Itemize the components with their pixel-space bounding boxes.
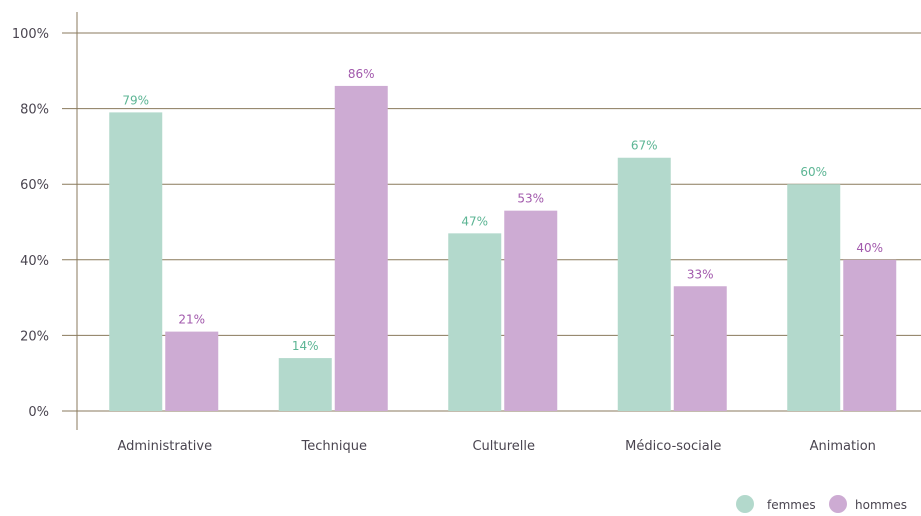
legend-swatch-femmes [736, 495, 754, 513]
value-label-hommes: 53% [517, 192, 544, 206]
bar-hommes [165, 331, 219, 411]
value-label-femmes: 60% [800, 165, 827, 179]
bar-femmes [448, 233, 502, 411]
value-label-hommes: 40% [856, 241, 883, 255]
x-tick-label: Médico-sociale [625, 439, 721, 454]
legend-label-hommes: hommes [855, 498, 907, 512]
x-axis-labels: Administrative Technique Culturelle Médico-… [117, 439, 875, 454]
y-tick-label: 100% [12, 27, 49, 42]
x-tick-label: Culturelle [472, 439, 535, 454]
legend-swatch-hommes [829, 495, 847, 513]
value-label-femmes: 79% [122, 93, 149, 107]
y-tick-label: 40% [20, 254, 49, 269]
bar-femmes [278, 358, 332, 411]
x-tick-label: Animation [810, 439, 876, 454]
bar-femmes [617, 157, 671, 411]
value-label-femmes: 47% [461, 214, 488, 228]
value-label-femmes: 14% [292, 339, 319, 353]
bar-hommes [843, 259, 897, 411]
x-tick-label: Administrative [117, 439, 212, 454]
y-tick-label: 60% [20, 178, 49, 193]
bar-femmes [787, 184, 841, 411]
bar-hommes [334, 85, 388, 412]
y-tick-label: 0% [28, 405, 49, 420]
bar-femmes [109, 112, 163, 411]
value-label-hommes: 86% [348, 67, 375, 81]
bar-hommes [504, 210, 558, 411]
value-label-femmes: 67% [631, 139, 658, 153]
y-tick-label: 80% [20, 103, 49, 118]
bars [109, 85, 897, 412]
y-tick-label: 20% [20, 329, 49, 344]
x-tick-label: Technique [301, 439, 367, 454]
legend: femmes hommes [736, 495, 907, 513]
y-axis: 0% 20% 40% 60% 80% 100% [12, 12, 78, 430]
bar-hommes [673, 286, 727, 411]
legend-label-femmes: femmes [767, 498, 816, 512]
value-label-hommes: 33% [687, 267, 714, 281]
value-labels: 79% 21% 14% 86% 47% 53% 67% 33% 60% 40% [122, 67, 883, 353]
value-label-hommes: 21% [178, 313, 205, 327]
